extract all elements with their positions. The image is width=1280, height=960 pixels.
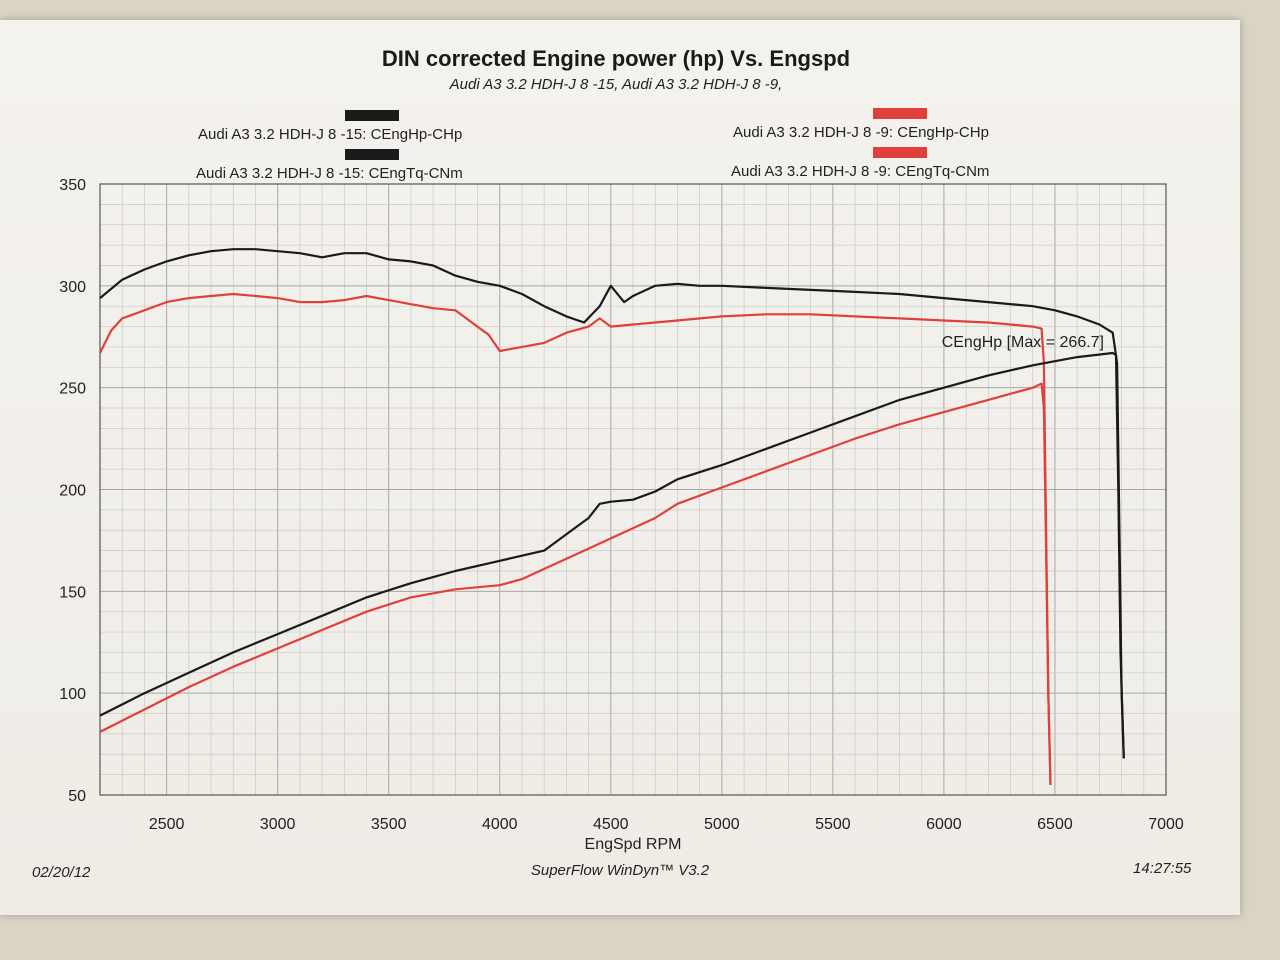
legend-swatch-2: [873, 108, 927, 119]
legend-item-4: Audi A3 3.2 HDH-J 8 -9: CEngTq-CNm: [731, 163, 990, 180]
x-tick-label: 4500: [593, 816, 629, 833]
x-tick-label: 6500: [1037, 816, 1073, 833]
x-tick-label: 6000: [926, 816, 962, 833]
max-annotation: CEngHp [Max = 266.7]: [942, 334, 1104, 351]
x-tick-label: 3500: [371, 816, 407, 833]
x-tick-label: 5500: [815, 816, 851, 833]
y-tick-label: 300: [59, 279, 86, 296]
x-tick-label: 3000: [260, 816, 296, 833]
footer-time: 14:27:55: [1133, 860, 1192, 877]
y-tick-label: 350: [59, 177, 86, 194]
x-tick-label: 7000: [1148, 816, 1184, 833]
y-tick-label: 100: [59, 686, 86, 703]
x-tick-label: 5000: [704, 816, 740, 833]
y-tick-label: 250: [59, 381, 86, 398]
y-tick-label: 50: [68, 788, 86, 805]
series-line-4: [99, 382, 1052, 785]
footer-date: 02/20/12: [32, 864, 91, 881]
x-axis-label: EngSpd RPM: [585, 836, 682, 853]
y-axis-ticks: 50 100 150 200 250 300 350: [59, 177, 86, 805]
chart-title: DIN corrected Engine power (hp) Vs. Engs…: [381, 46, 851, 71]
legend-item-2: Audi A3 3.2 HDH-J 8 -9: CEngHp-CHp: [733, 124, 989, 141]
chart-subtitle: Audi A3 3.2 HDH-J 8 -15, Audi A3 3.2 HDH…: [449, 76, 783, 93]
series-line-3: [99, 351, 1125, 759]
series-line-2: [99, 292, 1052, 785]
legend-item-3: Audi A3 3.2 HDH-J 8 -15: CEngTq-CNm: [196, 165, 463, 182]
dyno-printout: [0, 20, 1240, 915]
legend-swatch-4: [873, 147, 927, 158]
y-tick-label: 200: [59, 483, 86, 500]
x-tick-label: 4000: [482, 816, 518, 833]
plot-frame: [99, 183, 1167, 796]
footer-software: SuperFlow WinDyn™ V3.2: [530, 862, 710, 879]
legend-swatch-1: [345, 110, 399, 121]
legend-swatch-3: [345, 149, 399, 160]
legend-item-1: Audi A3 3.2 HDH-J 8 -15: CEngHp-CHp: [198, 126, 463, 143]
grid-lines: [100, 184, 1166, 795]
series-line-1: [99, 248, 1125, 759]
x-tick-label: 2500: [149, 816, 185, 833]
x-axis-ticks: 2500 3000 3500 4000 4500 5000 5500 6000 6500 7000: [149, 816, 1184, 833]
y-tick-label: 150: [59, 584, 86, 601]
series-lines: [99, 248, 1125, 785]
